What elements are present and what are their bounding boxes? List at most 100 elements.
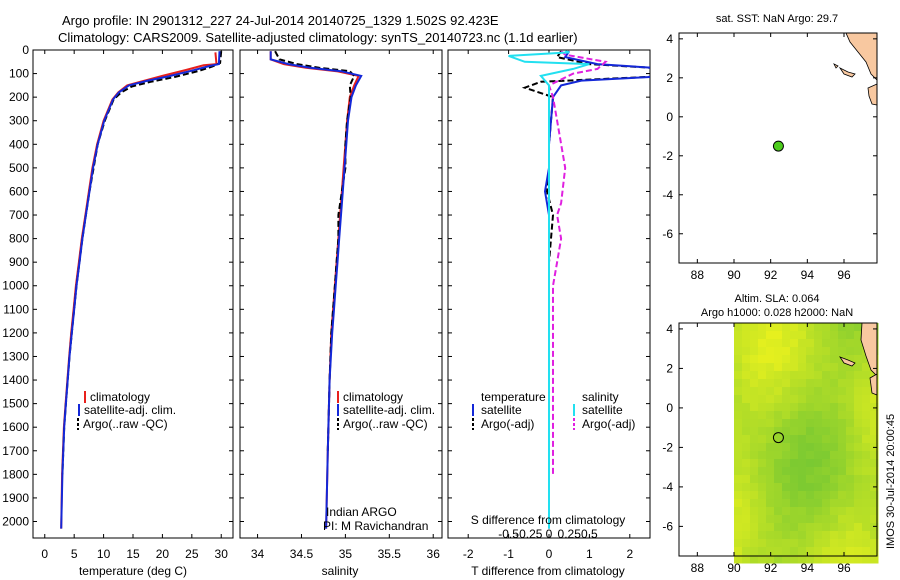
sla-cell — [846, 371, 855, 380]
sla-cell — [806, 379, 815, 388]
sla-cell — [806, 555, 815, 564]
sla-cell — [838, 555, 847, 564]
sla-cell — [870, 419, 879, 428]
sla-cell — [806, 459, 815, 468]
sla-cell — [862, 395, 871, 404]
sla-cell — [766, 499, 775, 508]
sla-cell — [822, 515, 831, 524]
sla-cell — [798, 491, 807, 500]
sla-cell — [750, 323, 759, 332]
map-y-tick-label: 4 — [666, 322, 673, 336]
sla-cell — [774, 371, 783, 380]
header-line-1: Argo profile: IN 2901312_227 24-Jul-2014… — [62, 13, 499, 28]
sla-cell — [774, 443, 783, 452]
x-top-tick-label: -0.25 — [515, 527, 543, 541]
sla-cell — [750, 403, 759, 412]
sla-cell — [782, 547, 791, 556]
sla-cell — [806, 435, 815, 444]
sla-cell — [822, 331, 831, 340]
depth-tick-label: 1400 — [2, 373, 29, 387]
sla-cell — [838, 339, 847, 348]
sla-cell — [798, 427, 807, 436]
salinity-x-ticks: 34 34.5 35 35.5 36 — [251, 50, 440, 561]
x-top-tick-label: 0 — [546, 527, 553, 541]
map-x-tick-label: 94 — [801, 561, 815, 575]
sla-cell — [862, 443, 871, 452]
land-islet-1 — [838, 66, 856, 78]
sla-cell — [854, 539, 863, 548]
sla-cell — [854, 347, 863, 356]
sla-cell — [790, 555, 799, 564]
sla-cell — [774, 395, 783, 404]
sla-cell — [758, 483, 767, 492]
sla-cell — [750, 411, 759, 420]
sla-cell — [798, 451, 807, 460]
sla-cell — [750, 475, 759, 484]
sla-cell — [798, 379, 807, 388]
sla-cell — [854, 323, 863, 332]
sla-cell — [742, 475, 751, 484]
sla-cell — [846, 363, 855, 372]
sla-cell — [750, 331, 759, 340]
sla-cell — [742, 363, 751, 372]
x-top-tick-label: -0.5 — [498, 527, 519, 541]
sla-cell — [806, 451, 815, 460]
sla-cell — [838, 491, 847, 500]
sla-cell — [798, 507, 807, 516]
sla-cell — [734, 419, 743, 428]
sla-cell — [758, 331, 767, 340]
sla-cell — [814, 347, 823, 356]
sla-cell — [806, 419, 815, 428]
sla-cell — [734, 323, 743, 332]
sla-cell — [774, 467, 783, 476]
sla-cell — [734, 475, 743, 484]
sla-cell — [830, 507, 839, 516]
x-tick-label: -1 — [503, 547, 514, 561]
sla-cell — [758, 547, 767, 556]
difference-lines — [508, 50, 650, 529]
sla-cell — [750, 459, 759, 468]
sla-cell — [766, 323, 775, 332]
sla-cell — [742, 523, 751, 532]
sla-map-title: Altim. SLA: 0.064 — [735, 293, 820, 305]
sla-cell — [838, 347, 847, 356]
sla-cell — [742, 515, 751, 524]
sla-cell — [790, 379, 799, 388]
sla-cell — [790, 387, 799, 396]
sla-cell — [774, 523, 783, 532]
sla-cell — [790, 403, 799, 412]
sla-cell — [758, 467, 767, 476]
sla-cell — [798, 467, 807, 476]
sla-cell — [854, 355, 863, 364]
sla-cell — [798, 475, 807, 484]
sla-cell — [838, 539, 847, 548]
map-x-tick-label: 88 — [691, 268, 705, 282]
sla-cell — [742, 419, 751, 428]
sla-cell — [742, 371, 751, 380]
sla-cell — [782, 419, 791, 428]
sla-cell — [790, 427, 799, 436]
sla-cell — [790, 331, 799, 340]
sla-cell — [750, 451, 759, 460]
sla-cell — [870, 435, 879, 444]
sla-heatmap — [734, 323, 879, 564]
sla-cell — [854, 483, 863, 492]
sla-cell — [846, 475, 855, 484]
x-tick-label: -2 — [463, 547, 474, 561]
sla-cell — [734, 491, 743, 500]
sla-cell — [830, 539, 839, 548]
sla-cell — [830, 531, 839, 540]
sla-cell — [870, 507, 879, 516]
sla-cell — [830, 371, 839, 380]
sla-cell — [774, 475, 783, 484]
sla-cell — [806, 547, 815, 556]
sla-cell — [798, 459, 807, 468]
sla-cell — [766, 483, 775, 492]
x-tick-label: 20 — [156, 547, 170, 561]
sla-cell — [790, 483, 799, 492]
sla-cell — [838, 363, 847, 372]
sla-cell — [750, 419, 759, 428]
sla-cell — [854, 515, 863, 524]
sla-cell — [862, 403, 871, 412]
sla-cell — [846, 347, 855, 356]
